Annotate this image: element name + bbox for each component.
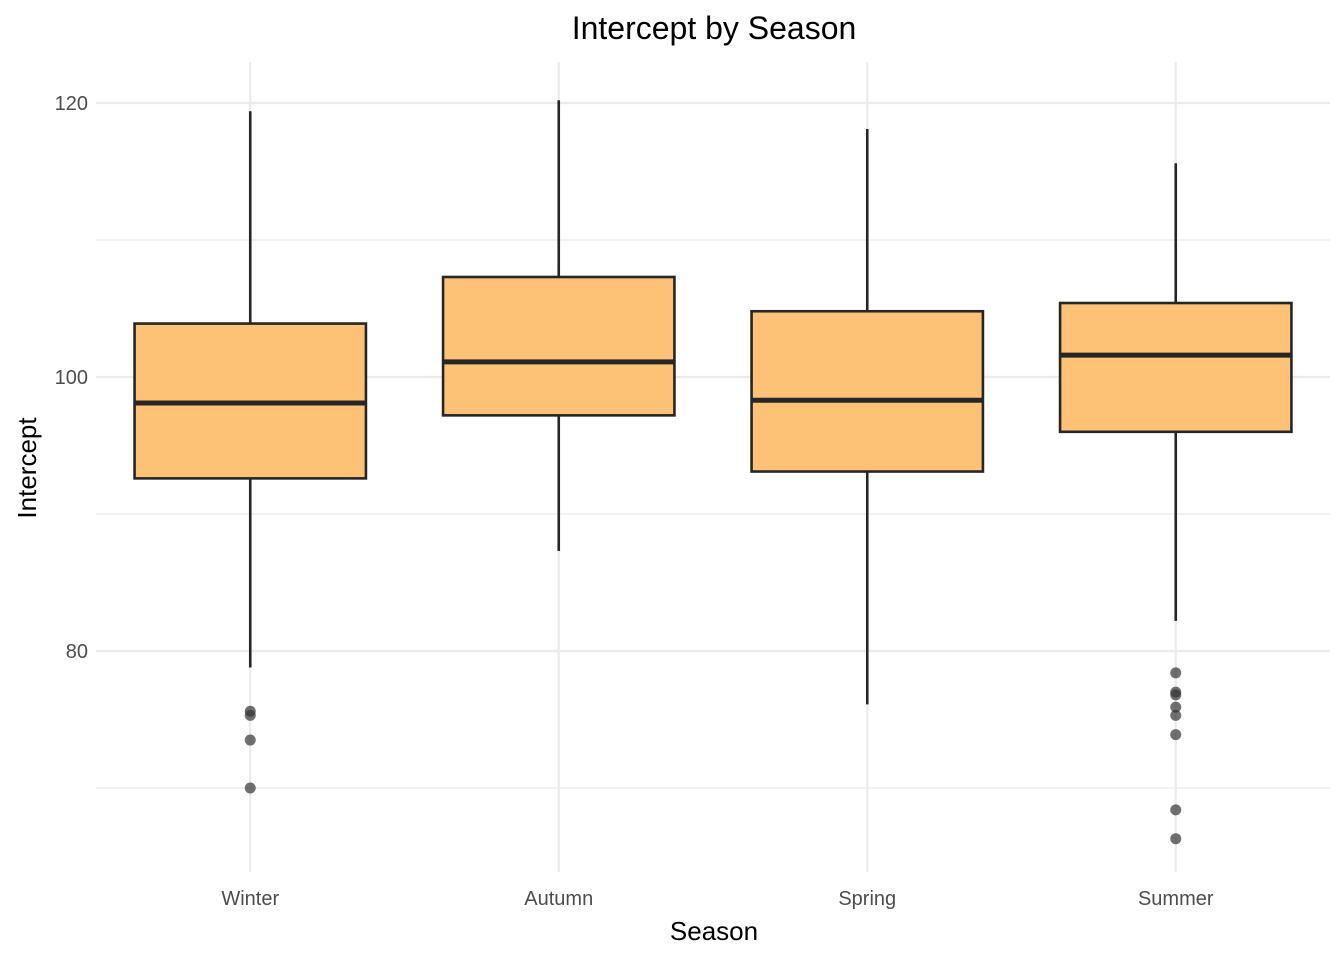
box-winter (133, 111, 368, 794)
box-spring (750, 129, 985, 705)
outlier-point (1170, 701, 1182, 713)
tick-labels: 80 100 120 Winter Autumn Spring Summer (55, 93, 1214, 910)
outlier-point (1170, 804, 1182, 816)
boxes-layer (133, 100, 1293, 845)
x-tick-label: Spring (838, 888, 896, 910)
outlier-point (244, 782, 256, 794)
chart-title: Intercept by Season (572, 10, 857, 46)
y-tick-label: 80 (66, 641, 88, 663)
outlier-point (244, 709, 256, 721)
x-tick-label: Autumn (524, 888, 593, 910)
box-autumn (441, 100, 676, 551)
outlier-point (1170, 709, 1182, 721)
y-tick-label: 100 (55, 367, 88, 389)
box-summer (1058, 163, 1293, 845)
outlier-point (244, 734, 256, 746)
box-iqr (750, 309, 985, 473)
box-iqr (1058, 301, 1293, 434)
outlier-point (1170, 689, 1182, 701)
outlier-point (1170, 667, 1182, 679)
outlier-point (1170, 833, 1182, 845)
outlier-point (1170, 729, 1182, 741)
x-tick-label: Winter (221, 888, 279, 910)
x-axis-title: Season (670, 916, 758, 946)
y-axis-title: Intercept (12, 417, 42, 519)
box-iqr (441, 275, 676, 417)
y-tick-label: 120 (55, 93, 88, 115)
x-tick-label: Summer (1138, 888, 1214, 910)
